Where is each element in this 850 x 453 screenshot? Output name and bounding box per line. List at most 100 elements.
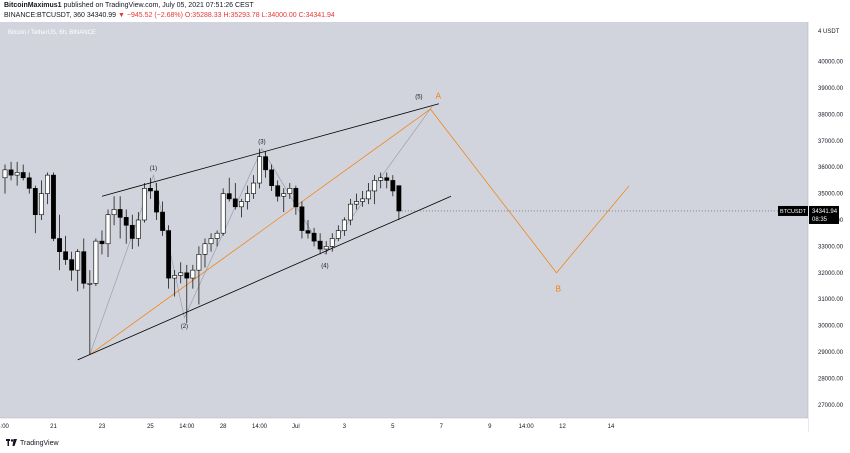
- candle-body: [26, 177, 32, 189]
- ohlc-open: O:35288.33: [184, 12, 222, 19]
- price-change: ▼ −945.52 (−2.68%): [118, 12, 183, 19]
- wave-label: (1): [150, 166, 157, 172]
- symbol-interval: BINANCE:BTCUSDT, 360: [4, 12, 85, 19]
- candle-body: [135, 219, 141, 239]
- wave-label: (2): [181, 324, 188, 330]
- candle-body: [305, 230, 311, 234]
- candle-body: [123, 217, 129, 226]
- candle-body: [220, 193, 226, 234]
- x-tick-label: 7: [440, 424, 444, 430]
- candle-body: [32, 188, 38, 216]
- candle-body: [87, 283, 93, 285]
- candle-body: [111, 209, 117, 216]
- candle-body: [354, 201, 359, 205]
- open-price: 34340.99: [86, 12, 117, 19]
- candle-body: [275, 185, 281, 197]
- x-tick-label: 23: [99, 424, 106, 430]
- candle-body: [172, 275, 178, 279]
- candle-body: [75, 251, 81, 271]
- x-tick-label: 12: [559, 424, 566, 430]
- y-tick-label: 38000.00: [818, 112, 844, 118]
- x-tick-label: 14: [608, 424, 615, 430]
- candle-body: [281, 193, 287, 197]
- symbol-tag: [778, 205, 808, 216]
- candle-body: [214, 232, 220, 239]
- wave-label: (5): [415, 95, 422, 101]
- candle-body: [20, 172, 26, 179]
- channel-upper-line: [101, 103, 440, 197]
- y-tick-label: 36000.00: [818, 165, 844, 171]
- x-tick-label: 14:00: [179, 424, 195, 430]
- candle-body: [2, 169, 8, 179]
- wave-label: B: [556, 284, 561, 293]
- y-tick-label: 27000.00: [818, 403, 844, 409]
- candle-body: [293, 188, 299, 208]
- publish-header: BitcoinMaximus1 published on TradingView…: [4, 2, 254, 9]
- candle-body: [299, 206, 305, 231]
- x-tick-label: 14:00: [252, 424, 268, 430]
- candle-body: [384, 177, 390, 181]
- candle-body: [141, 188, 147, 221]
- candle-body: [154, 190, 159, 213]
- tradingview-logo-icon: [6, 439, 17, 446]
- wave-label: (3): [258, 139, 265, 145]
- candle-body: [105, 214, 111, 245]
- candle-body: [232, 198, 238, 208]
- candle-body: [196, 254, 202, 271]
- y-tick-label: 40000.00: [818, 60, 844, 66]
- candle-body: [372, 180, 378, 192]
- y-tick-label: 33000.00: [818, 244, 844, 250]
- footer-brand[interactable]: TradingView: [20, 439, 59, 447]
- ohlc-header: BINANCE:BTCUSDT, 360 34340.99 ▼ −945.52 …: [4, 12, 335, 19]
- y-tick-label: 39000.00: [818, 86, 844, 92]
- candle-body: [317, 240, 323, 250]
- candle-body: [190, 269, 196, 279]
- candle-body: [99, 240, 105, 245]
- candle-body: [269, 169, 275, 186]
- plot-area: [0, 22, 808, 418]
- candle-body: [360, 198, 365, 202]
- y-tick-label: 28000.00: [818, 376, 844, 382]
- ohlc-high: H:35293.78: [223, 12, 260, 19]
- last-price-tag: [809, 205, 839, 224]
- x-tick-label: 5: [391, 424, 395, 430]
- ohlc-close: C:34341.94: [298, 12, 335, 19]
- x-tick-label: 28: [220, 424, 227, 430]
- symbol-tag-label: BTCUSDT: [780, 209, 807, 215]
- wave-label: A: [436, 92, 442, 101]
- y-top-label: 4 USDT: [818, 29, 840, 35]
- candle-body: [396, 185, 402, 212]
- price-axis: [808, 22, 850, 432]
- candle-body: [38, 193, 44, 216]
- author-name[interactable]: BitcoinMaximus1: [4, 2, 62, 9]
- candle-body: [226, 193, 232, 200]
- candle-body: [148, 188, 153, 192]
- bar-countdown: 08:35: [812, 217, 828, 223]
- x-tick-label: 9: [488, 424, 492, 430]
- candle-body: [329, 238, 335, 247]
- candle-body: [81, 251, 87, 284]
- y-tick-label: 31000.00: [818, 297, 844, 303]
- x-tick-label: 14:00: [519, 424, 535, 430]
- candle-body: [257, 156, 262, 184]
- candle-body: [366, 190, 371, 200]
- x-tick-label: Jul: [292, 424, 300, 430]
- publish-info: published on TradingView.com, July 05, 2…: [63, 2, 254, 9]
- candle-body: [129, 224, 135, 239]
- candle-body: [341, 219, 347, 231]
- y-tick-label: 35000.00: [818, 192, 844, 198]
- candle-body: [63, 251, 68, 260]
- x-tick-label: 21: [50, 424, 57, 430]
- wave-label: (4): [321, 264, 328, 270]
- candle-body: [287, 188, 293, 194]
- candle-body: [166, 230, 172, 279]
- candle-body: [378, 177, 384, 181]
- candle-body: [245, 193, 250, 202]
- projection-path: [89, 108, 630, 355]
- candle-body: [238, 201, 244, 208]
- ohlc-low: L:34000.00: [261, 12, 297, 19]
- candle-body: [14, 172, 20, 176]
- x-tick-label: 25: [147, 424, 154, 430]
